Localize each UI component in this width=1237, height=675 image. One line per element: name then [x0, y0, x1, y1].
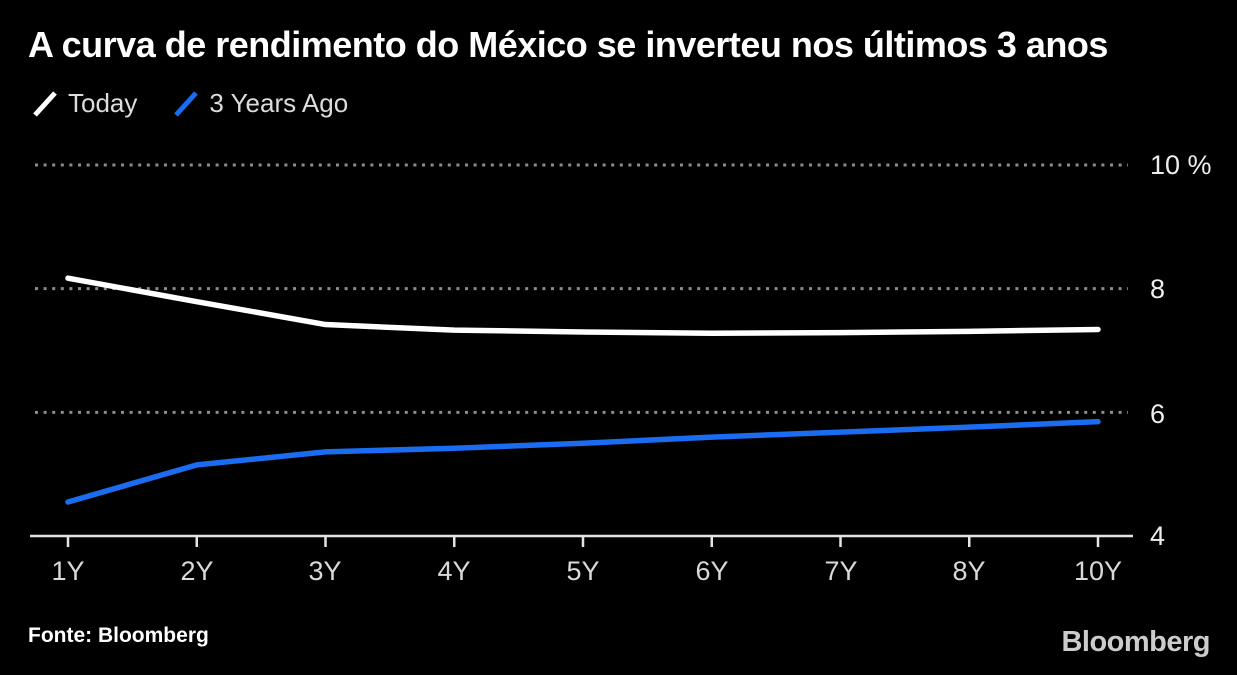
- legend-item-3-years-ago: 3 Years Ago: [173, 88, 348, 119]
- y-axis-label: 10 %: [1150, 150, 1212, 180]
- source-note: Fonte: Bloomberg: [28, 624, 209, 647]
- x-axis-label: 2Y: [180, 556, 214, 586]
- legend-label-3-years-ago: 3 Years Ago: [209, 88, 349, 118]
- y-axis-label: 4: [1150, 521, 1166, 551]
- x-axis-label: 5Y: [566, 556, 600, 586]
- x-axis-label: 3Y: [308, 556, 342, 586]
- x-axis-label: 7Y: [824, 556, 858, 586]
- today-line-marker-icon: [33, 90, 57, 117]
- x-axis-label: 1Y: [51, 556, 85, 586]
- legend-label-today: Today: [68, 88, 138, 118]
- three-years-ago-line-marker-icon: [174, 90, 199, 117]
- x-axis-label: 8Y: [952, 556, 986, 586]
- bloomberg-logo: Bloomberg: [1061, 626, 1210, 658]
- y-axis-label: 8: [1150, 274, 1166, 304]
- x-axis-label: 4Y: [437, 556, 471, 586]
- series-line-today: [65, 275, 1101, 336]
- page-title: A curva de rendimento do México se inver…: [28, 24, 1108, 65]
- x-axis-label: 6Y: [695, 556, 729, 586]
- legend: Today 3 Years Ago: [32, 88, 348, 119]
- legend-item-today: Today: [32, 88, 137, 119]
- y-axis-label: 6: [1150, 399, 1166, 429]
- x-axis-label: 10Y: [1073, 556, 1123, 586]
- series-line-3-years-ago: [65, 418, 1101, 505]
